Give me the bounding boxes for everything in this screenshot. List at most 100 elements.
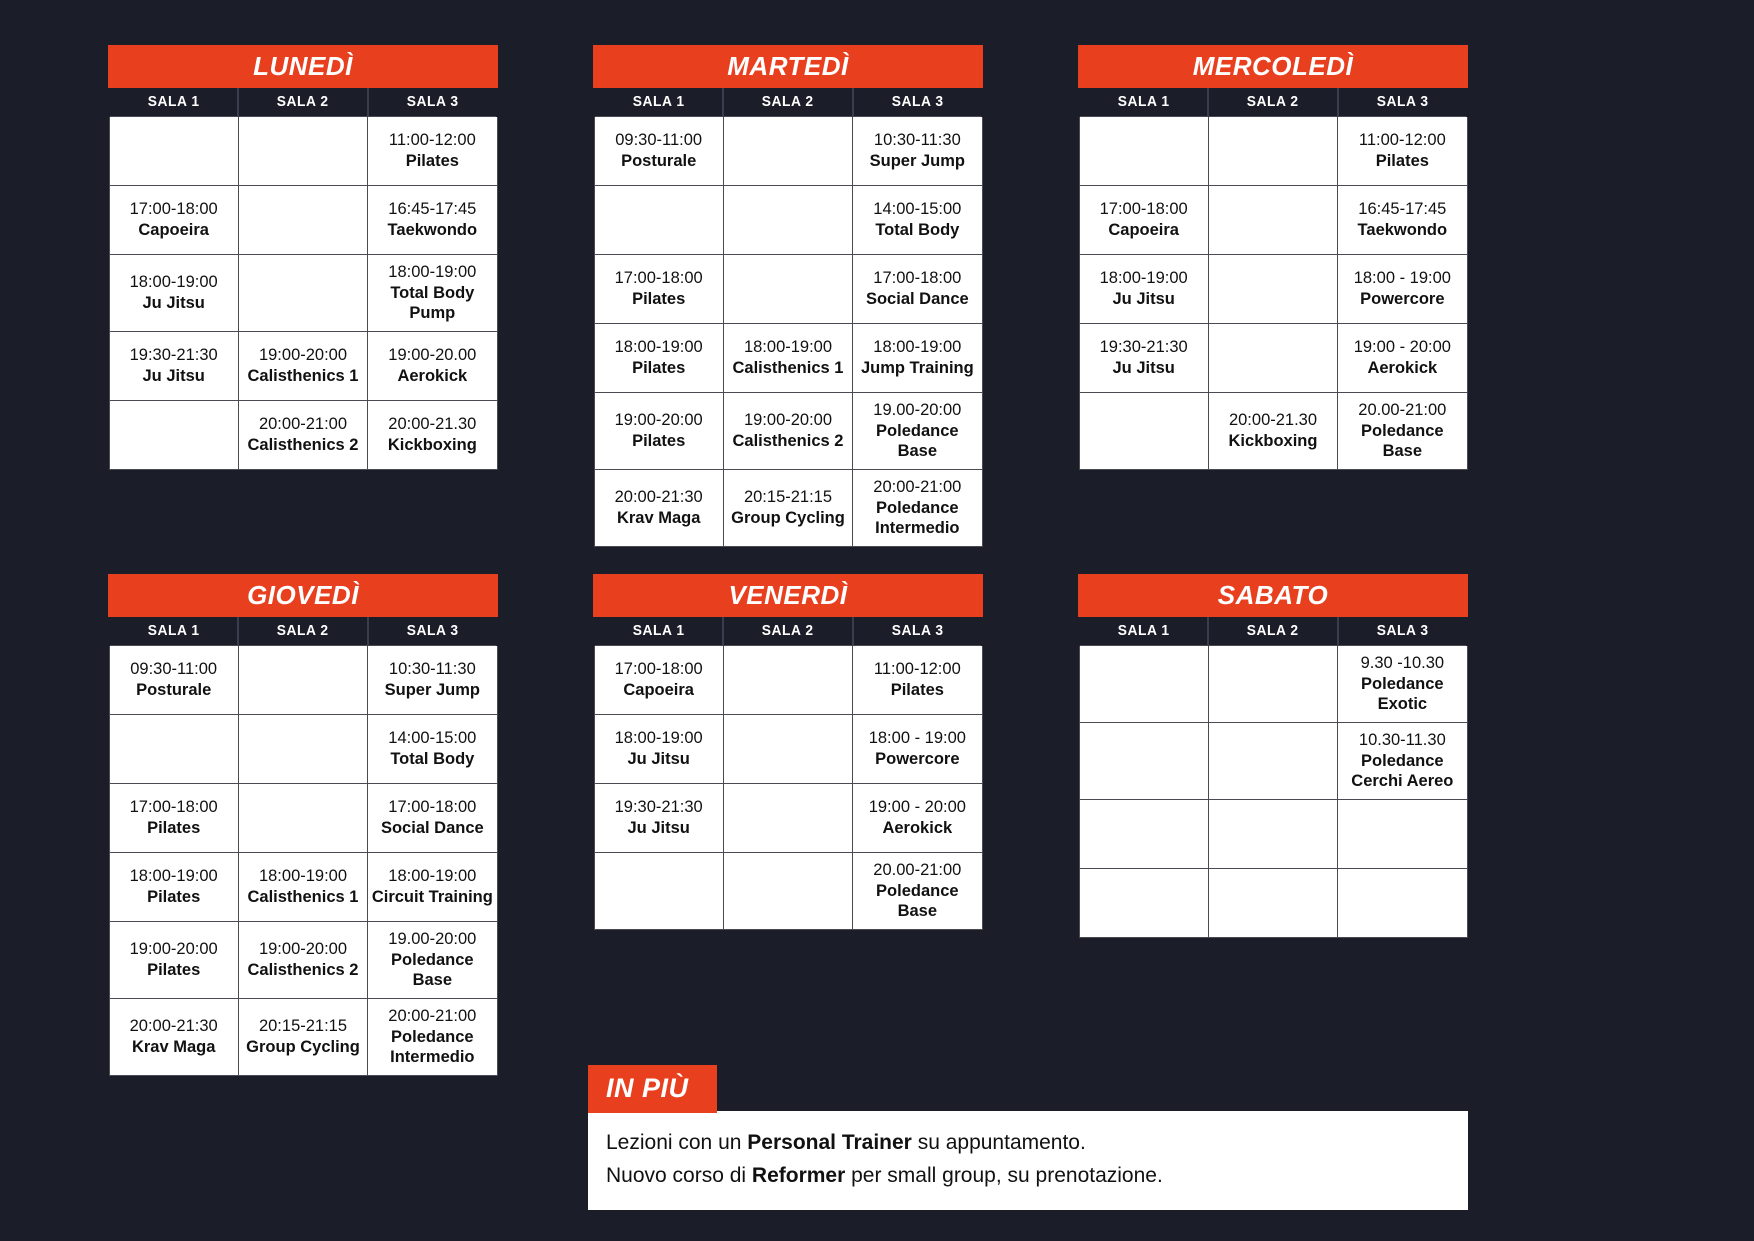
class-name: Total Body (370, 749, 494, 769)
class-slot: 11:00-12:00Pilates (853, 646, 982, 715)
empty-slot (238, 646, 367, 715)
class-name: Krav Maga (112, 1037, 236, 1057)
empty-slot (1208, 722, 1337, 799)
class-slot: 20:15-21:15Group Cycling (238, 998, 367, 1075)
class-name: Social Dance (855, 289, 979, 309)
class-slot: 18:00-19:00Jump Training (853, 324, 982, 393)
class-time: 18:00-19:00 (112, 272, 236, 293)
class-name: Pilates (112, 887, 236, 907)
class-time: 11:00-12:00 (1340, 130, 1464, 151)
column-header-sala-1: SALA 1 (114, 88, 233, 117)
class-time: 20.00-21:00 (855, 860, 979, 881)
class-slot: 19:00-20:00Pilates (109, 922, 238, 999)
table-row: 9.30 -10.30Poledance Exotic (1079, 646, 1467, 723)
column-header-sala-2: SALA 2 (729, 617, 848, 646)
class-time: 14:00-15:00 (370, 728, 494, 749)
class-slot: 20:00-21:30Krav Maga (109, 998, 238, 1075)
extra-line-highlight: Reformer (752, 1164, 845, 1187)
schedule-table: SALA 1SALA 2SALA 311:00-12:00Pilates17:0… (108, 88, 498, 470)
extra-info-block: IN PIÙ Lezioni con un Personal Trainer s… (588, 1065, 1468, 1210)
day-card-mercoled: MERCOLEDÌSALA 1SALA 2SALA 311:00-12:00Pi… (1078, 45, 1468, 547)
class-name: Calisthenics 1 (726, 358, 850, 378)
class-time: 20:00-21:00 (241, 414, 365, 435)
class-slot: 20:00-21:00Poledance Intermedio (853, 469, 982, 546)
class-slot: 17:00-18:00Pilates (109, 784, 238, 853)
day-title: GIOVEDÌ (108, 574, 498, 617)
class-time: 17:00-18:00 (370, 797, 494, 818)
extra-line-highlight: Personal Trainer (747, 1131, 912, 1154)
class-name: Capoeira (112, 220, 236, 240)
class-name: Aerokick (370, 366, 494, 386)
day-card-luned: LUNEDÌSALA 1SALA 2SALA 311:00-12:00Pilat… (108, 45, 498, 547)
class-name: Pilates (855, 680, 979, 700)
table-header-row: SALA 1SALA 2SALA 3 (109, 88, 497, 117)
class-slot: 18:00-19:00Ju Jitsu (594, 715, 723, 784)
class-name: Total Body (855, 220, 979, 240)
table-row: 17:00-18:00Pilates 17:00-18:00Social Danc… (109, 784, 497, 853)
class-name: Poledance Base (855, 881, 979, 921)
class-slot: 19:00-20:00Calisthenics 2 (238, 922, 367, 999)
class-time: 19.00-20:00 (855, 400, 979, 421)
class-slot: 19:00-20:00Pilates (594, 393, 723, 470)
class-slot: 18:00 - 19:00Powercore (853, 715, 982, 784)
class-time: 20:00-21.30 (1211, 410, 1335, 431)
table-row: 09:30-11:00Posturale10:30-11:30Super Jum… (594, 117, 982, 186)
class-time: 18:00-19:00 (597, 337, 721, 358)
schedule-table: SALA 1SALA 2SALA 317:00-18:00Capoeira11:… (593, 617, 983, 930)
class-name: Circuit Training (370, 887, 494, 907)
class-name: Group Cycling (241, 1037, 365, 1057)
column-header-sala-1: SALA 1 (599, 617, 718, 646)
table-row: 19:30-21:30Ju Jitsu19:00-20:00Calistheni… (109, 331, 497, 400)
class-time: 19:30-21:30 (112, 345, 236, 366)
class-name: Social Dance (370, 818, 494, 838)
table-row: 14:00-15:00Total Body (594, 186, 982, 255)
table-row: 17:00-18:00Pilates17:00-18:00Social Danc… (594, 255, 982, 324)
empty-slot (238, 117, 367, 186)
table-row: 20:00-21:00Calisthenics 220:00-21.30Kick… (109, 400, 497, 469)
class-name: Posturale (112, 680, 236, 700)
table-row: 18:00-19:00Ju Jitsu18:00 - 19:00Powercor… (1079, 255, 1467, 324)
class-name: Pilates (112, 960, 236, 980)
table-header-row: SALA 1SALA 2SALA 3 (1079, 88, 1467, 117)
class-time: 18:00-19:00 (855, 337, 979, 358)
class-name: Krav Maga (597, 508, 721, 528)
empty-slot (1079, 646, 1208, 723)
empty-slot (1079, 799, 1208, 868)
class-slot: 18:00-19:00Ju Jitsu (1079, 255, 1208, 324)
empty-slot (109, 715, 238, 784)
empty-slot (1208, 868, 1337, 937)
class-slot: 17:00-18:00Pilates (594, 255, 723, 324)
class-name: Ju Jitsu (1082, 358, 1206, 378)
class-time: 09:30-11:00 (112, 659, 236, 680)
class-slot: 19:30-21:30Ju Jitsu (1079, 324, 1208, 393)
class-name: Ju Jitsu (597, 749, 721, 769)
day-card-venerd: VENERDÌSALA 1SALA 2SALA 317:00-18:00Capo… (593, 574, 983, 1076)
class-time: 17:00-18:00 (597, 659, 721, 680)
class-slot: 17:00-18:00Social Dance (853, 255, 982, 324)
column-header-sala-3: SALA 3 (1343, 88, 1462, 117)
class-time: 17:00-18:00 (597, 268, 721, 289)
class-name: Kickboxing (1211, 431, 1335, 451)
class-name: Jump Training (855, 358, 979, 378)
empty-slot (723, 784, 852, 853)
empty-slot (1208, 117, 1337, 186)
extra-info-line: Nuovo corso di Reformer per small group,… (606, 1160, 1468, 1193)
table-header-row: SALA 1SALA 2SALA 3 (109, 617, 497, 646)
class-slot: 19.00-20:00Poledance Base (853, 393, 982, 470)
empty-slot (1079, 722, 1208, 799)
class-slot: 19:00-20:00Calisthenics 2 (723, 393, 852, 470)
class-name: Super Jump (370, 680, 494, 700)
empty-slot (1208, 186, 1337, 255)
class-slot: 18:00-19:00Calisthenics 1 (723, 324, 852, 393)
empty-slot (594, 186, 723, 255)
class-time: 19:30-21:30 (1082, 337, 1206, 358)
class-slot: 17:00-18:00Social Dance (368, 784, 497, 853)
class-slot: 16:45-17:45Taekwondo (1338, 186, 1467, 255)
class-name: Poledance Base (370, 950, 494, 990)
class-time: 17:00-18:00 (112, 199, 236, 220)
class-slot: 20:00-21.30Kickboxing (368, 400, 497, 469)
class-name: Posturale (597, 151, 721, 171)
class-time: 20:15-21:15 (726, 487, 850, 508)
class-time: 10:30-11:30 (855, 130, 979, 151)
day-title: LUNEDÌ (108, 45, 498, 88)
